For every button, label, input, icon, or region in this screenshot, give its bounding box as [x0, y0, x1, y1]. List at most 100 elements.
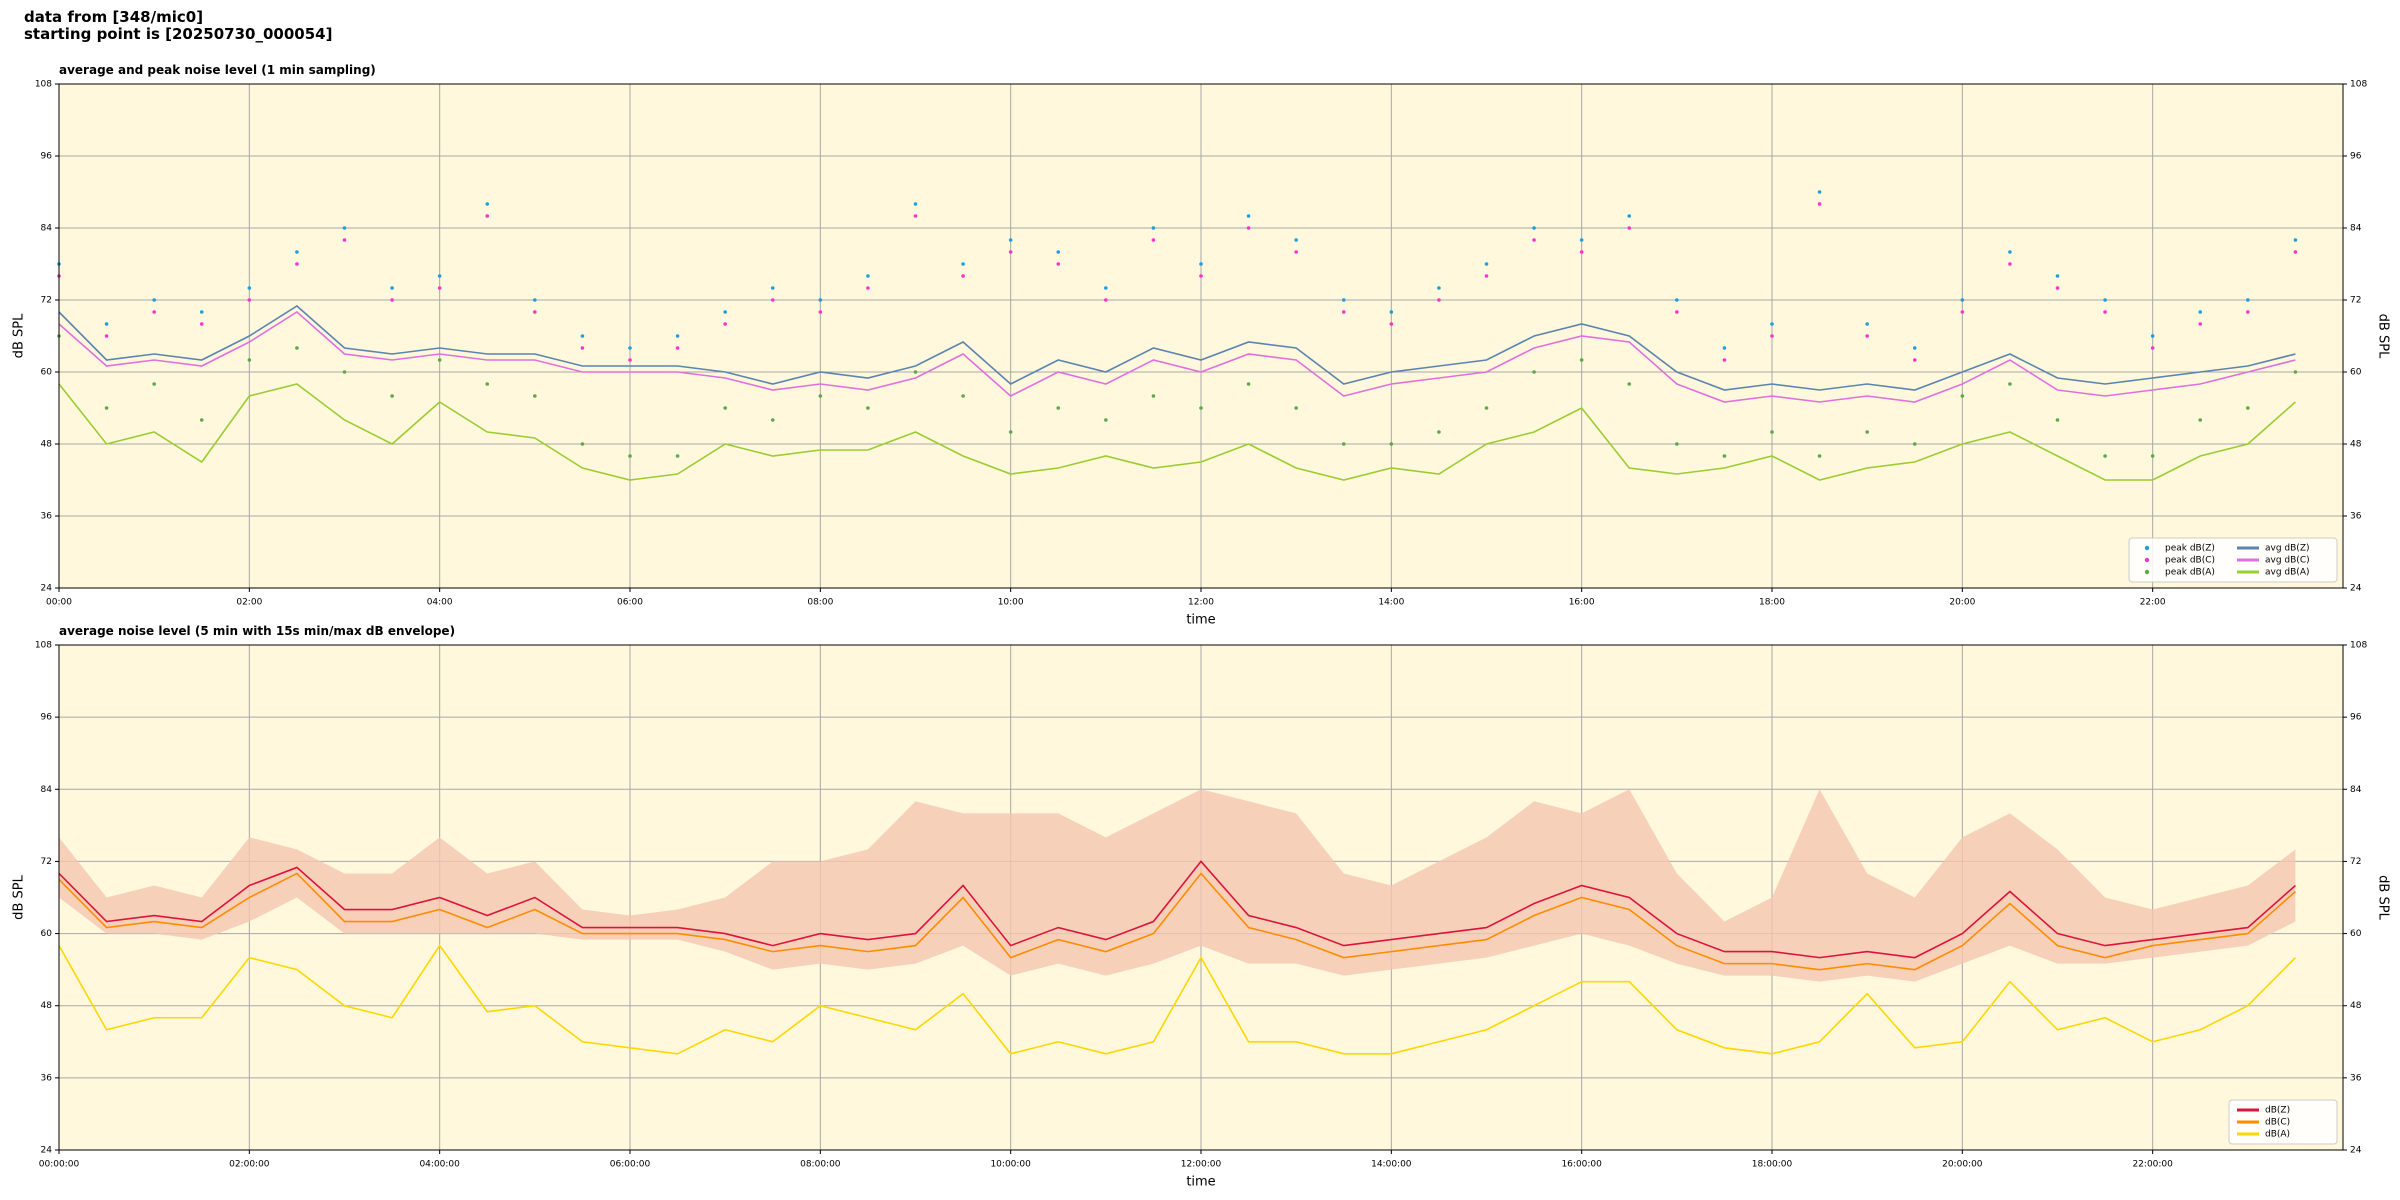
peak-dot — [1817, 190, 1822, 194]
series-line — [58, 383, 2296, 481]
x-tick-label: 00:00 — [46, 598, 72, 608]
series-line — [58, 872, 2296, 971]
peak-dot — [199, 418, 204, 422]
x-tick-label: 06:00:00 — [610, 1160, 651, 1170]
x-tick-label: 14:00 — [1378, 598, 1404, 608]
y-tick-label: 84 — [41, 224, 53, 234]
peak-dot — [628, 346, 632, 350]
peak-dot — [2150, 334, 2155, 338]
y-tick-label: 60 — [2350, 929, 2362, 939]
legend-marker — [2144, 545, 2150, 551]
peak-dot — [770, 418, 775, 422]
peak-dot — [2103, 454, 2107, 458]
plot-frame — [58, 83, 2344, 589]
peak-dot — [1484, 274, 1489, 278]
peak-dot — [1008, 238, 1013, 242]
peak-dot — [295, 262, 299, 266]
peak-dot — [675, 454, 680, 458]
y-tick-label: 24 — [2350, 1146, 2362, 1156]
x-tick-label: 22:00 — [2140, 598, 2166, 608]
peak-dot — [1056, 406, 1061, 410]
peak-dot — [1532, 370, 1536, 374]
y-tick-label: 72 — [2350, 857, 2361, 867]
peak-dot — [1056, 250, 1061, 254]
peak-dot — [199, 322, 204, 326]
peak-dot — [152, 382, 156, 386]
peak-dot — [1008, 250, 1013, 254]
peak-dot — [533, 310, 537, 314]
peak-dot — [723, 310, 727, 314]
peak-dot — [1532, 226, 1536, 230]
peak-dot — [1199, 274, 1203, 278]
peak-dot — [818, 298, 823, 302]
peak-dot — [1579, 250, 1584, 254]
x-tick-label: 06:00 — [617, 598, 643, 608]
peak-dot — [1199, 406, 1203, 410]
header-line: starting point is [20250730_000054] — [24, 25, 332, 43]
peak-dot — [1341, 298, 1346, 302]
x-tick-label: 10:00 — [998, 598, 1024, 608]
peak-dot — [247, 298, 252, 302]
peak-dot — [1246, 226, 1251, 230]
y-axis-label: dB SPL — [2376, 875, 2391, 920]
y-tick-label: 60 — [2350, 368, 2362, 378]
peak-dot — [1770, 334, 1774, 338]
peak-dot — [2293, 238, 2298, 242]
x-tick-label: 16:00 — [1569, 598, 1595, 608]
peak-dot — [1865, 334, 1869, 338]
x-tick-label: 18:00:00 — [1752, 1160, 1793, 1170]
y-tick-label: 36 — [41, 1073, 53, 1083]
x-tick-label: 22:00:00 — [2132, 1160, 2173, 1170]
legend-label: dB(C) — [2265, 1118, 2290, 1128]
peak-dot — [913, 370, 918, 374]
peak-dot — [1294, 250, 1298, 254]
peak-dot — [104, 322, 109, 326]
x-tick-label: 00:00:00 — [39, 1160, 80, 1170]
y-tick-label: 72 — [2350, 296, 2361, 306]
peak-dot — [580, 442, 585, 446]
peak-dot — [437, 274, 442, 278]
peak-dot — [770, 298, 775, 302]
peak-dot — [1104, 286, 1108, 290]
legend-box — [2128, 537, 2338, 583]
series-line — [58, 311, 2296, 403]
peak-dot — [1770, 322, 1774, 326]
x-tick-label: 20:00 — [1949, 598, 1975, 608]
peak-dot — [818, 394, 823, 398]
peak-dot — [1865, 322, 1869, 326]
x-tick-label: 04:00 — [427, 598, 453, 608]
peak-dot — [1008, 430, 1013, 434]
peak-dot — [1579, 238, 1584, 242]
peak-dot — [1912, 346, 1917, 350]
peak-dot — [628, 454, 632, 458]
peak-dot — [770, 286, 775, 290]
peak-dot — [1912, 442, 1917, 446]
y-tick-label: 60 — [41, 929, 53, 939]
peak-dot — [104, 334, 109, 338]
peak-dot — [866, 274, 870, 278]
peak-dot — [961, 394, 965, 398]
peak-dot — [1056, 262, 1061, 266]
peak-dot — [2150, 346, 2155, 350]
peak-dot — [1722, 454, 1727, 458]
peak-dot — [2055, 286, 2060, 290]
peak-dot — [1960, 394, 1965, 398]
peak-dot — [342, 370, 347, 374]
x-tick-label: 16:00:00 — [1561, 1160, 1602, 1170]
peak-dot — [1722, 346, 1727, 350]
peak-dot — [961, 262, 965, 266]
peak-dot — [342, 238, 347, 242]
peak-dot — [2246, 406, 2250, 410]
y-tick-label: 36 — [41, 512, 53, 522]
y-tick-label: 24 — [41, 584, 53, 594]
peak-dot — [1104, 298, 1108, 302]
peak-dot — [2150, 454, 2155, 458]
peak-dot — [533, 298, 537, 302]
peak-dot — [485, 214, 490, 218]
x-tick-label: 10:00:00 — [990, 1160, 1031, 1170]
peak-dot — [1627, 214, 1632, 218]
legend-marker — [2144, 557, 2150, 563]
peak-dot — [199, 310, 204, 314]
peak-dot — [342, 226, 347, 230]
y-tick-label: 96 — [41, 152, 53, 162]
